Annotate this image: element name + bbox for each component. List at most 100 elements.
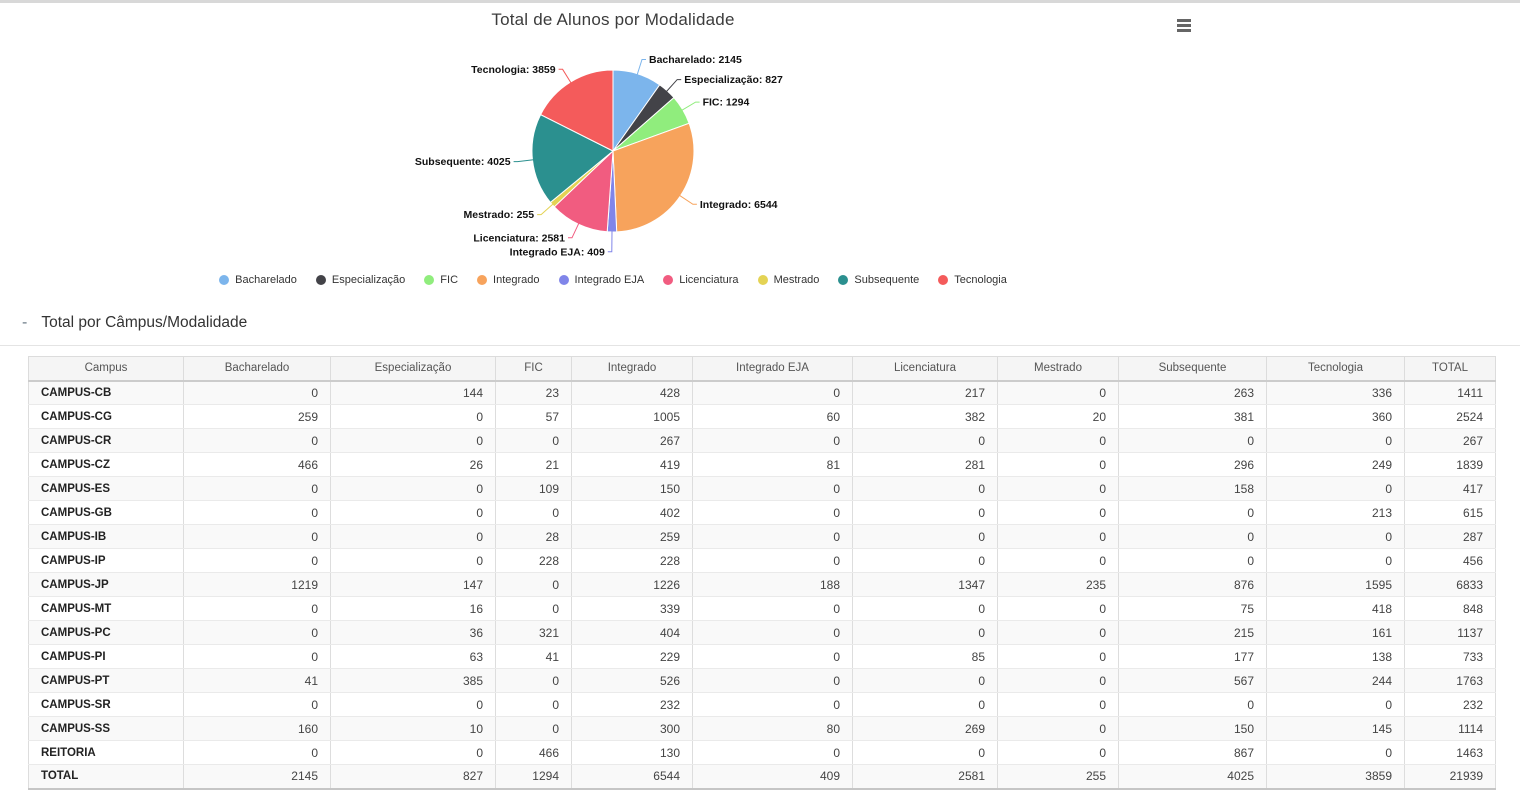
legend-label: FIC [440, 274, 459, 286]
pie-data-label: Integrado EJA: 409 [510, 246, 605, 258]
legend-item-licenciatura[interactable]: Licenciatura [663, 274, 739, 286]
table-row-campus-jp: CAMPUS-JP 1219 147 0 1226 188 1347 235 876 1595 68… [28, 572, 1496, 597]
value-cell: 0 [997, 692, 1119, 717]
value-cell: 402 [571, 500, 693, 525]
value-cell: 0 [1118, 692, 1267, 717]
legend-label: Integrado EJA [574, 274, 645, 286]
legend-marker-icon [477, 275, 488, 285]
campus-name-cell: CAMPUS-SR [28, 692, 184, 717]
value-cell: 0 [997, 716, 1119, 741]
section-collapse-toggle[interactable]: - [22, 314, 28, 331]
value-cell: 0 [997, 452, 1119, 477]
pie-data-label: Integrado: 6544 [700, 199, 778, 211]
value-cell: 321 [495, 620, 572, 645]
value-cell: 80 [692, 716, 853, 741]
legend-label: Subsequente [854, 274, 920, 286]
legend-marker-icon [938, 275, 949, 285]
table-row-campus-gb: CAMPUS-GB 0 0 0 402 0 0 0 0 213 615 [28, 500, 1496, 525]
legend-item-subsequente[interactable]: Subsequente [838, 274, 919, 286]
value-cell: 16 [330, 596, 496, 621]
pie-label-connector [568, 223, 580, 239]
table-row-campus-sr: CAMPUS-SR 0 0 0 232 0 0 0 0 0 232 [28, 692, 1496, 717]
value-cell: 0 [692, 524, 853, 549]
campus-name-cell: CAMPUS-CB [28, 380, 184, 405]
value-cell: 215 [1118, 620, 1267, 645]
legend-item-tecnologia[interactable]: Tecnologia [938, 274, 1007, 286]
value-cell: 60 [692, 404, 853, 429]
legend-item-bacharelado[interactable]: Bacharelado [219, 274, 297, 286]
value-cell: 228 [571, 548, 693, 573]
hamburger-icon [1177, 28, 1191, 32]
pie-label-connector [513, 159, 534, 163]
legend-item-integrado[interactable]: Integrado [477, 274, 540, 286]
value-cell: 0 [183, 476, 331, 501]
value-cell: 81 [692, 452, 853, 477]
pie-label-connector [636, 59, 646, 75]
campus-name-cell: CAMPUS-CG [28, 404, 184, 429]
value-cell: 0 [330, 428, 496, 453]
chart-export-menu-button[interactable] [1170, 13, 1198, 37]
page-top-divider [0, 0, 1520, 3]
legend-marker-icon [219, 275, 230, 285]
value-cell: 1219 [183, 572, 331, 597]
value-cell: 85 [852, 644, 998, 669]
legend-marker-icon [558, 275, 569, 285]
value-cell: 6544 [571, 764, 693, 789]
value-cell: 0 [183, 692, 331, 717]
value-cell: 0 [1266, 476, 1405, 501]
legend-item-integrado-eja[interactable]: Integrado EJA [558, 274, 645, 286]
column-header-tecnologia: Tecnologia [1266, 356, 1405, 382]
value-cell: 0 [997, 596, 1119, 621]
value-cell: 23 [495, 380, 572, 405]
value-cell: 130 [571, 740, 693, 765]
value-cell: 0 [852, 428, 998, 453]
value-cell: 876 [1118, 572, 1267, 597]
value-cell: 232 [571, 692, 693, 717]
campus-name-cell: CAMPUS-CR [28, 428, 184, 453]
value-cell: 0 [852, 692, 998, 717]
value-cell: 336 [1266, 380, 1405, 405]
value-cell: 0 [330, 692, 496, 717]
value-cell: 339 [571, 596, 693, 621]
section-title: Total por Câmpus/Modalidade [41, 314, 248, 331]
value-cell: 0 [183, 596, 331, 621]
legend-item-mestrado[interactable]: Mestrado [757, 274, 819, 286]
legend-marker-icon [838, 275, 849, 285]
value-cell: 526 [571, 668, 693, 693]
legend-item-especializa-o[interactable]: Especialização [315, 274, 405, 286]
value-cell: 0 [330, 740, 496, 765]
value-cell: 0 [183, 740, 331, 765]
value-cell: 1137 [1404, 620, 1496, 645]
value-cell: 217 [852, 380, 998, 405]
table-row-campus-pt: CAMPUS-PT 41 385 0 526 0 0 0 567 244 1763 [28, 668, 1496, 693]
value-cell: 867 [1118, 740, 1267, 765]
value-cell: 0 [692, 692, 853, 717]
value-cell: 36 [330, 620, 496, 645]
value-cell: 1114 [1404, 716, 1496, 741]
value-cell: 0 [692, 548, 853, 573]
value-cell: 0 [495, 596, 572, 621]
campus-name-cell: REITORIA [28, 740, 184, 765]
value-cell: 0 [183, 620, 331, 645]
value-cell: 160 [183, 716, 331, 741]
campus-modality-table: Campus Bacharelado Especialização FIC Integr… [28, 356, 1496, 790]
legend-label: Integrado [493, 274, 540, 286]
value-cell: 0 [997, 524, 1119, 549]
value-cell: 249 [1266, 452, 1405, 477]
value-cell: 3859 [1266, 764, 1405, 789]
value-cell: 20 [997, 404, 1119, 429]
value-cell: 1763 [1404, 668, 1496, 693]
value-cell: 26 [330, 452, 496, 477]
table-row-campus-ip: CAMPUS-IP 0 0 228 228 0 0 0 0 0 456 [28, 548, 1496, 573]
value-cell: 0 [692, 380, 853, 405]
value-cell: 0 [997, 668, 1119, 693]
column-header-bacharelado: Bacharelado [183, 356, 331, 382]
value-cell: 0 [997, 428, 1119, 453]
value-cell: 213 [1266, 500, 1405, 525]
value-cell: 281 [852, 452, 998, 477]
campus-name-cell: CAMPUS-GB [28, 500, 184, 525]
value-cell: 1411 [1404, 380, 1496, 405]
legend-item-fic[interactable]: FIC [424, 274, 458, 286]
value-cell: 0 [692, 500, 853, 525]
value-cell: 0 [495, 692, 572, 717]
